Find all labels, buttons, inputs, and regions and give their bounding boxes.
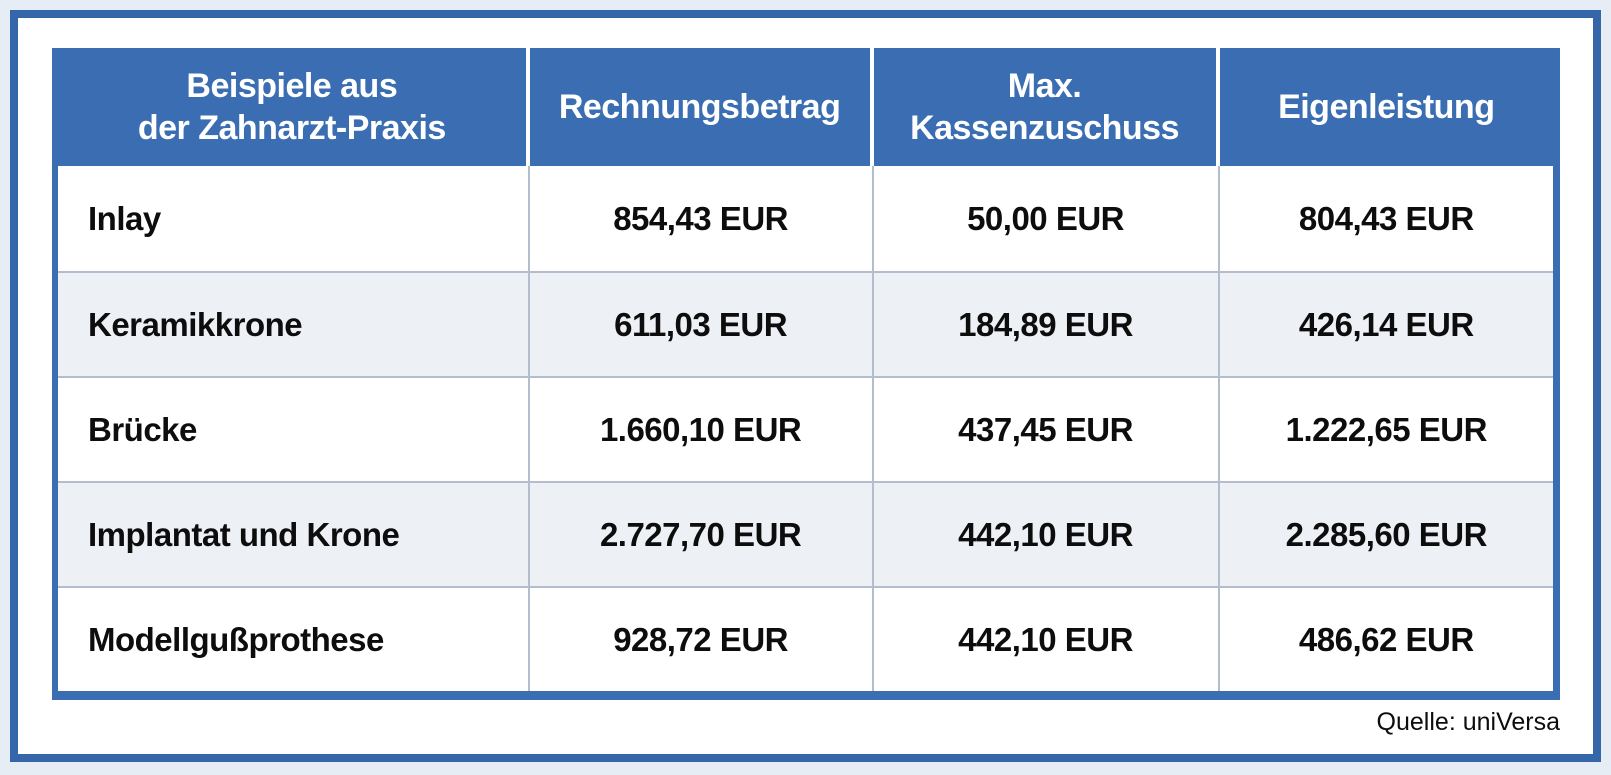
own-cost-cell: 1.222,65 EUR [1285,410,1488,448]
own-cost-cell: 486,62 EUR [1298,620,1474,658]
invoice-cell: 854,43 EUR [530,166,874,271]
invoice-cell: 2.727,70 EUR [530,483,874,586]
subsidy-cell: 50,00 EUR [874,166,1220,271]
invoice-cell: 611,03 EUR [530,273,874,376]
header-cell-invoice: Rechnungsbetrag [530,48,874,166]
table-row: Keramikkrone 611,03 EUR 184,89 EUR 426,1… [58,271,1553,376]
treatment-cell: Implantat und Krone [58,483,530,586]
subsidy-cell: 442,10 EUR [874,483,1220,586]
treatment-cell: Inlay [58,166,530,271]
header-cell-own-cost: Eigenleistung [1278,87,1495,126]
treatment-cell: Brücke [58,378,530,481]
header-cell-subsidy: Max. Kassenzuschuss [874,48,1220,166]
table-row: Inlay 854,43 EUR 50,00 EUR 804,43 EUR [58,166,1553,271]
source-credit: Quelle: uniVersa [1376,708,1560,736]
own-cost-cell: 2.285,60 EUR [1285,515,1488,553]
invoice-cell: 1.660,10 EUR [530,378,874,481]
table-row: Brücke 1.660,10 EUR 437,45 EUR 1.222,65 … [58,376,1553,481]
treatment-cell: Modellgußprothese [58,588,530,691]
subsidy-cell: 184,89 EUR [874,273,1220,376]
table-header-row: Beispiele aus der Zahnarzt-Praxis Rechnu… [58,48,1553,166]
own-cost-cell: 426,14 EUR [1298,305,1474,343]
own-cost-cell: 804,43 EUR [1298,199,1474,237]
invoice-cell: 928,72 EUR [530,588,874,691]
treatment-cell: Keramikkrone [58,273,530,376]
subsidy-cell: 437,45 EUR [874,378,1220,481]
table-row: Modellgußprothese 928,72 EUR 442,10 EUR … [58,586,1553,691]
subsidy-cell: 442,10 EUR [874,588,1220,691]
table-row: Implantat und Krone 2.727,70 EUR 442,10 … [58,481,1553,586]
table-body: Inlay 854,43 EUR 50,00 EUR 804,43 EUR Ke… [58,166,1553,691]
header-cell-treatment: Beispiele aus der Zahnarzt-Praxis [58,48,530,166]
dental-cost-table: Beispiele aus der Zahnarzt-Praxis Rechnu… [52,48,1560,700]
